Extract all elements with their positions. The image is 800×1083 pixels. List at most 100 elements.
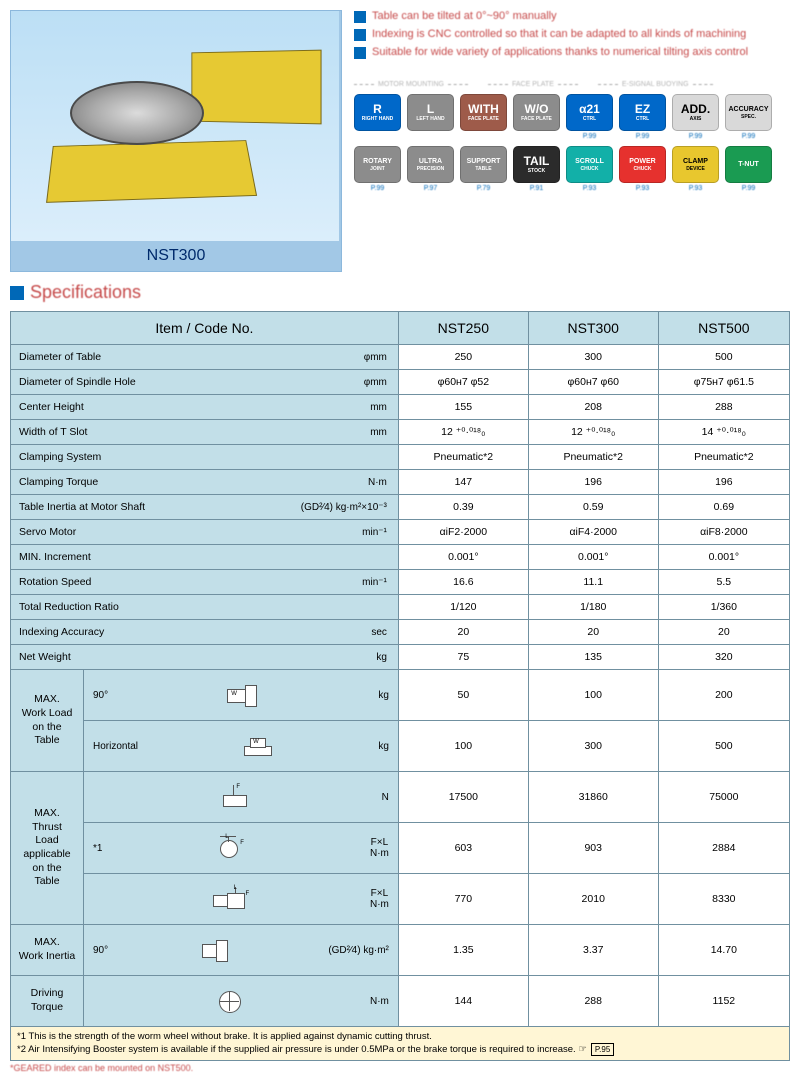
cell: 2010 bbox=[528, 874, 658, 925]
col-header: NST250 bbox=[398, 312, 528, 345]
option-badge: POWERCHUCK bbox=[619, 146, 666, 183]
cell: 11.1 bbox=[528, 570, 658, 595]
cell: 1.35 bbox=[398, 925, 528, 976]
row-label: Width of T Slotmm bbox=[11, 420, 399, 445]
diagram-inertia-icon bbox=[198, 938, 238, 962]
cell: 20 bbox=[528, 620, 658, 645]
cell: 1152 bbox=[658, 976, 789, 1027]
cell: 8330 bbox=[658, 874, 789, 925]
feature-bullets: Table can be tilted at 0°~90° manually I… bbox=[354, 10, 790, 59]
row-label: Diameter of Spindle Holeφmm bbox=[11, 370, 399, 395]
diagram-thrust-radial-1-icon: L F bbox=[216, 836, 256, 860]
option-badge: CLAMPDEVICE bbox=[672, 146, 719, 183]
cell: φ60ʜ7 φ60 bbox=[528, 370, 658, 395]
footnotes: *1 This is the strength of the worm whee… bbox=[10, 1027, 790, 1061]
diagram-thrust-radial-2-icon: L F bbox=[211, 887, 251, 911]
row-label: Table Inertia at Motor Shaft(GD²⁄4) kg·m… bbox=[11, 495, 399, 520]
cell: 2884 bbox=[658, 823, 789, 874]
row-label: Diameter of Tableφmm bbox=[11, 345, 399, 370]
row-label: Total Reduction Ratio bbox=[11, 595, 399, 620]
badge-page-ref: P.99 bbox=[726, 133, 771, 140]
cell: 50 bbox=[398, 670, 528, 721]
badge-page-ref: P.99 bbox=[673, 133, 718, 140]
badge-page-ref: P.99 bbox=[355, 185, 400, 192]
option-badge: TAILSTOCK bbox=[513, 146, 560, 183]
row-label: MIN. Increment bbox=[11, 545, 399, 570]
cell: 75000 bbox=[658, 772, 789, 823]
bullet-icon bbox=[354, 29, 366, 41]
cell: 200 bbox=[658, 670, 789, 721]
group-inertia: MAX. Work Inertia bbox=[11, 925, 84, 976]
cell: φ60ʜ7 φ52 bbox=[398, 370, 528, 395]
cell: Pneumatic*2 bbox=[398, 445, 528, 470]
cell: 208 bbox=[528, 395, 658, 420]
cell: 155 bbox=[398, 395, 528, 420]
cell: 1/120 bbox=[398, 595, 528, 620]
cell: 500 bbox=[658, 345, 789, 370]
cell: 135 bbox=[528, 645, 658, 670]
option-badge: RRIGHT HAND bbox=[354, 94, 401, 131]
bottom-note: *GEARED index can be mounted on NST500. bbox=[10, 1063, 790, 1073]
option-badge: SCROLLCHUCK bbox=[566, 146, 613, 183]
option-badge: SUPPORTTABLE bbox=[460, 146, 507, 183]
option-badge: ROTARYJOINT bbox=[354, 146, 401, 183]
cell: 300 bbox=[528, 345, 658, 370]
col-header: NST300 bbox=[528, 312, 658, 345]
cell: 147 bbox=[398, 470, 528, 495]
cell: 0.001° bbox=[398, 545, 528, 570]
cell: 903 bbox=[528, 823, 658, 874]
footnote: *2 Air Intensifying Booster system is av… bbox=[17, 1043, 783, 1056]
option-badge: EZCTRL bbox=[619, 94, 666, 131]
cell: 0.69 bbox=[658, 495, 789, 520]
cell: 144 bbox=[398, 976, 528, 1027]
diagram-90deg-load-icon: W bbox=[223, 683, 263, 707]
section-header: Specifications bbox=[10, 282, 790, 303]
cell: 288 bbox=[658, 395, 789, 420]
cell: 250 bbox=[398, 345, 528, 370]
cell: αiF8·2000 bbox=[658, 520, 789, 545]
option-badge: WITHFACE PLATE bbox=[460, 94, 507, 131]
row-label: Rotation Speedmin⁻¹ bbox=[11, 570, 399, 595]
product-image-panel: NST300 bbox=[10, 10, 342, 272]
section-marker-icon bbox=[10, 286, 24, 300]
cell: 20 bbox=[398, 620, 528, 645]
cell: 1/360 bbox=[658, 595, 789, 620]
cell: 12 ⁺⁰·⁰¹⁸₀ bbox=[398, 420, 528, 445]
cell: 500 bbox=[658, 721, 789, 772]
cell: 16.6 bbox=[398, 570, 528, 595]
cell: 196 bbox=[658, 470, 789, 495]
badge-page-ref bbox=[514, 133, 559, 140]
cell: 14.70 bbox=[658, 925, 789, 976]
product-label: NST300 bbox=[11, 241, 341, 271]
cell: Pneumatic*2 bbox=[528, 445, 658, 470]
row-label: Center Heightmm bbox=[11, 395, 399, 420]
cell: 603 bbox=[398, 823, 528, 874]
col-header-item: Item / Code No. bbox=[11, 312, 399, 345]
badge-page-ref: P.97 bbox=[408, 185, 453, 192]
group-driving: Driving Torque bbox=[11, 976, 84, 1027]
badges-row-2: ROTARYJOINTP.99ULTRAPRECISIONP.97SUPPORT… bbox=[354, 146, 790, 192]
cell: 196 bbox=[528, 470, 658, 495]
footnote: *1 This is the strength of the worm whee… bbox=[17, 1030, 783, 1043]
option-badge: W/OFACE PLATE bbox=[513, 94, 560, 131]
cell: αiF4·2000 bbox=[528, 520, 658, 545]
badge-page-ref: P.93 bbox=[620, 185, 665, 192]
cell: 0.001° bbox=[528, 545, 658, 570]
cell: 31860 bbox=[528, 772, 658, 823]
group-workload: MAX. Work Load on the Table bbox=[11, 670, 84, 772]
option-badge: α21CTRL bbox=[566, 94, 613, 131]
diagram-thrust-axial-icon: F bbox=[217, 785, 257, 809]
bullet-text: Table can be tilted at 0°~90° manually bbox=[372, 10, 557, 22]
bullet-text: Suitable for wide variety of application… bbox=[372, 46, 748, 58]
section-title: Specifications bbox=[30, 282, 141, 303]
bullet-icon bbox=[354, 11, 366, 23]
diagram-driving-torque-icon bbox=[209, 989, 249, 1013]
product-image bbox=[11, 11, 339, 241]
option-badge: ACCURACYSPEC. bbox=[725, 94, 772, 131]
row-label: Clamping TorqueN·m bbox=[11, 470, 399, 495]
option-badge: ADD.AXIS bbox=[672, 94, 719, 131]
cell: 100 bbox=[528, 670, 658, 721]
badge-page-ref bbox=[461, 133, 506, 140]
cell: 288 bbox=[528, 976, 658, 1027]
option-badge: LLEFT HAND bbox=[407, 94, 454, 131]
